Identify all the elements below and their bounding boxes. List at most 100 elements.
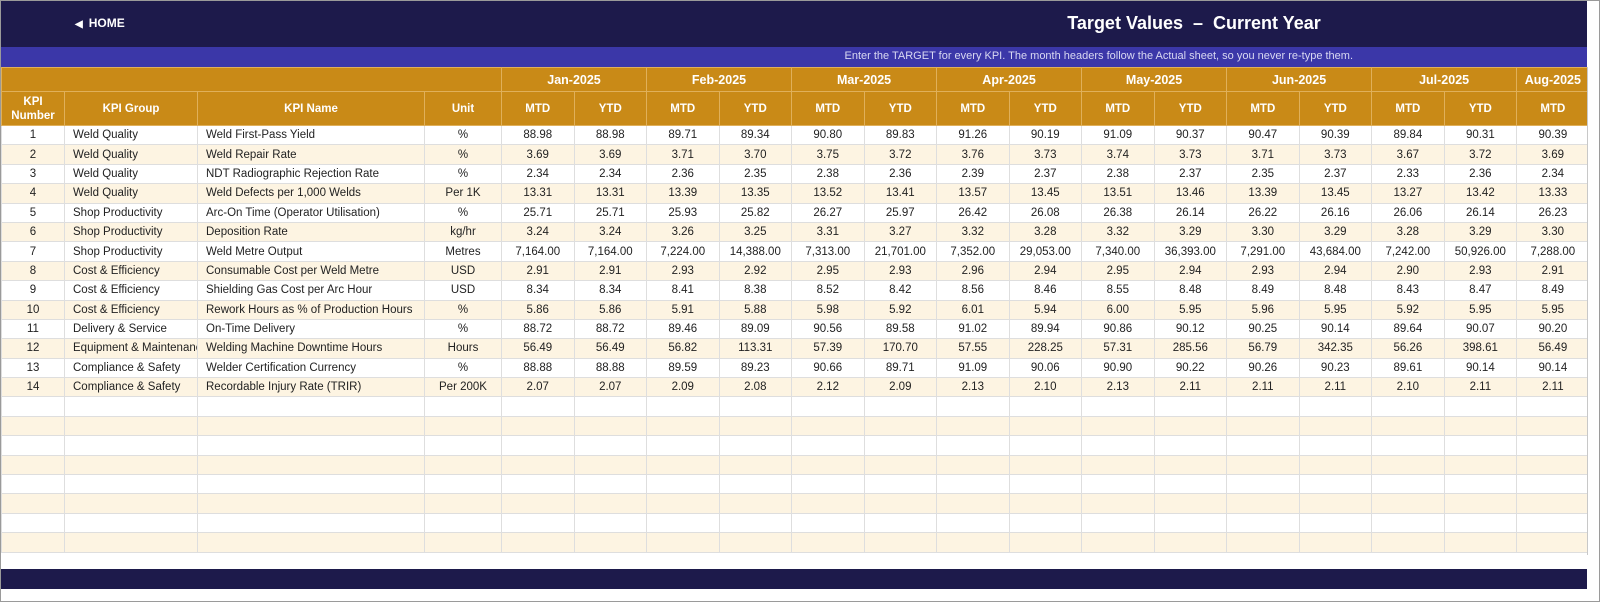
kpi-cell: Metres: [424, 241, 502, 262]
empty-cell: [718, 474, 793, 495]
empty-cell: [936, 454, 1010, 476]
home-button[interactable]: ◀ HOME: [75, 16, 125, 30]
empty-cell: [646, 454, 720, 476]
empty-cell: [1226, 512, 1300, 534]
value-cell: 2.93: [1226, 260, 1300, 282]
kpi-cell: Welding Machine Downtime Hours: [197, 338, 425, 359]
kpi-cell: %: [424, 299, 502, 320]
value-cell: 90.39: [1298, 124, 1373, 146]
kpi-row: 4 Weld Quality Weld Defects per 1,000 Weld…: [1, 183, 1587, 204]
value-cell: 2.95: [1081, 260, 1155, 282]
value-cell: 2.90: [1371, 260, 1445, 282]
value-cell: 7,242.00: [1371, 241, 1445, 262]
kpi-row: 10 Cost & Efficiency Rework Hours as % of …: [1, 299, 1587, 320]
value-cell: 5.95: [1516, 299, 1587, 320]
value-cell: 25.82: [718, 202, 793, 223]
empty-cell: [501, 532, 575, 553]
value-cell: 8.38: [718, 280, 793, 301]
value-cell: 8.52: [791, 280, 865, 301]
value-cell: 2.35: [1226, 163, 1300, 185]
value-cell: 3.24: [501, 221, 575, 243]
value-cell: 8.46: [1008, 280, 1083, 301]
empty-cell: [1298, 454, 1373, 476]
empty-cell: [791, 493, 865, 514]
column-header: KPI Number: [1, 91, 65, 126]
empty-cell: [1298, 474, 1373, 495]
empty-cell: [1516, 532, 1587, 553]
value-cell: 89.59: [646, 357, 720, 379]
empty-cell: [936, 396, 1010, 417]
empty-cell: [1516, 512, 1587, 534]
kpi-cell: 5: [1, 202, 65, 223]
empty-row: [1, 415, 1587, 437]
value-cell: 13.57: [936, 183, 1010, 204]
month-header: Jun-2025: [1226, 67, 1373, 92]
value-cell: 113.31: [718, 338, 793, 359]
kpi-cell: 7: [1, 241, 65, 262]
empty-cell: [1298, 512, 1373, 534]
empty-cell: [1081, 512, 1155, 534]
value-cell: 3.74: [1081, 144, 1155, 165]
empty-cell: [1081, 532, 1155, 553]
empty-cell: [1008, 474, 1083, 495]
value-cell: 8.49: [1516, 280, 1587, 301]
empty-cell: [936, 493, 1010, 514]
value-cell: 13.52: [791, 183, 865, 204]
home-label[interactable]: HOME: [88, 16, 125, 30]
empty-row: [1, 474, 1587, 495]
empty-cell: [646, 396, 720, 417]
empty-cell: [573, 493, 648, 514]
value-cell: 91.09: [936, 357, 1010, 379]
value-cell: 90.20: [1516, 318, 1587, 340]
empty-cell: [1516, 454, 1587, 476]
sub-header: YTD: [863, 91, 938, 126]
column-header: KPI Group: [64, 91, 198, 126]
page-title: Target Values – Current Year: [1067, 13, 1321, 33]
value-cell: 90.12: [1153, 318, 1228, 340]
empty-cell: [424, 396, 502, 417]
value-cell: 5.95: [1443, 299, 1518, 320]
value-cell: 90.47: [1226, 124, 1300, 146]
value-cell: 2.10: [1371, 377, 1445, 398]
empty-row: [1, 435, 1587, 456]
value-cell: 3.69: [501, 144, 575, 165]
empty-cell: [197, 532, 425, 553]
kpi-cell: kg/hr: [424, 221, 502, 243]
kpi-cell: Weld Quality: [64, 144, 198, 165]
value-cell: 89.23: [718, 357, 793, 379]
value-cell: 2.37: [1153, 163, 1228, 185]
value-cell: 90.90: [1081, 357, 1155, 379]
empty-cell: [64, 396, 198, 417]
empty-cell: [1226, 454, 1300, 476]
kpi-cell: 6: [1, 221, 65, 243]
value-cell: 13.35: [718, 183, 793, 204]
kpi-cell: 13: [1, 357, 65, 379]
value-cell: 88.88: [573, 357, 648, 379]
empty-cell: [197, 435, 425, 456]
empty-cell: [718, 396, 793, 417]
empty-cell: [1226, 435, 1300, 456]
value-cell: 90.14: [1516, 357, 1587, 379]
value-cell: 90.07: [1443, 318, 1518, 340]
sub-header: YTD: [573, 91, 648, 126]
empty-cell: [573, 435, 648, 456]
empty-cell: [424, 415, 502, 437]
empty-cell: [1, 435, 65, 456]
value-cell: 2.35: [718, 163, 793, 185]
empty-row: [1, 493, 1587, 514]
value-cell: 89.71: [863, 357, 938, 379]
value-cell: 6.00: [1081, 299, 1155, 320]
kpi-cell: NDT Radiographic Rejection Rate: [197, 163, 425, 185]
value-cell: 2.13: [1081, 377, 1155, 398]
empty-cell: [1443, 435, 1518, 456]
empty-cell: [1008, 435, 1083, 456]
sub-header: MTD: [1226, 91, 1300, 126]
value-cell: 89.09: [718, 318, 793, 340]
empty-cell: [1008, 396, 1083, 417]
kpi-cell: 4: [1, 183, 65, 204]
empty-cell: [573, 532, 648, 553]
value-cell: 3.28: [1008, 221, 1083, 243]
kpi-cell: Compliance & Safety: [64, 357, 198, 379]
empty-cell: [718, 532, 793, 553]
empty-cell: [501, 512, 575, 534]
